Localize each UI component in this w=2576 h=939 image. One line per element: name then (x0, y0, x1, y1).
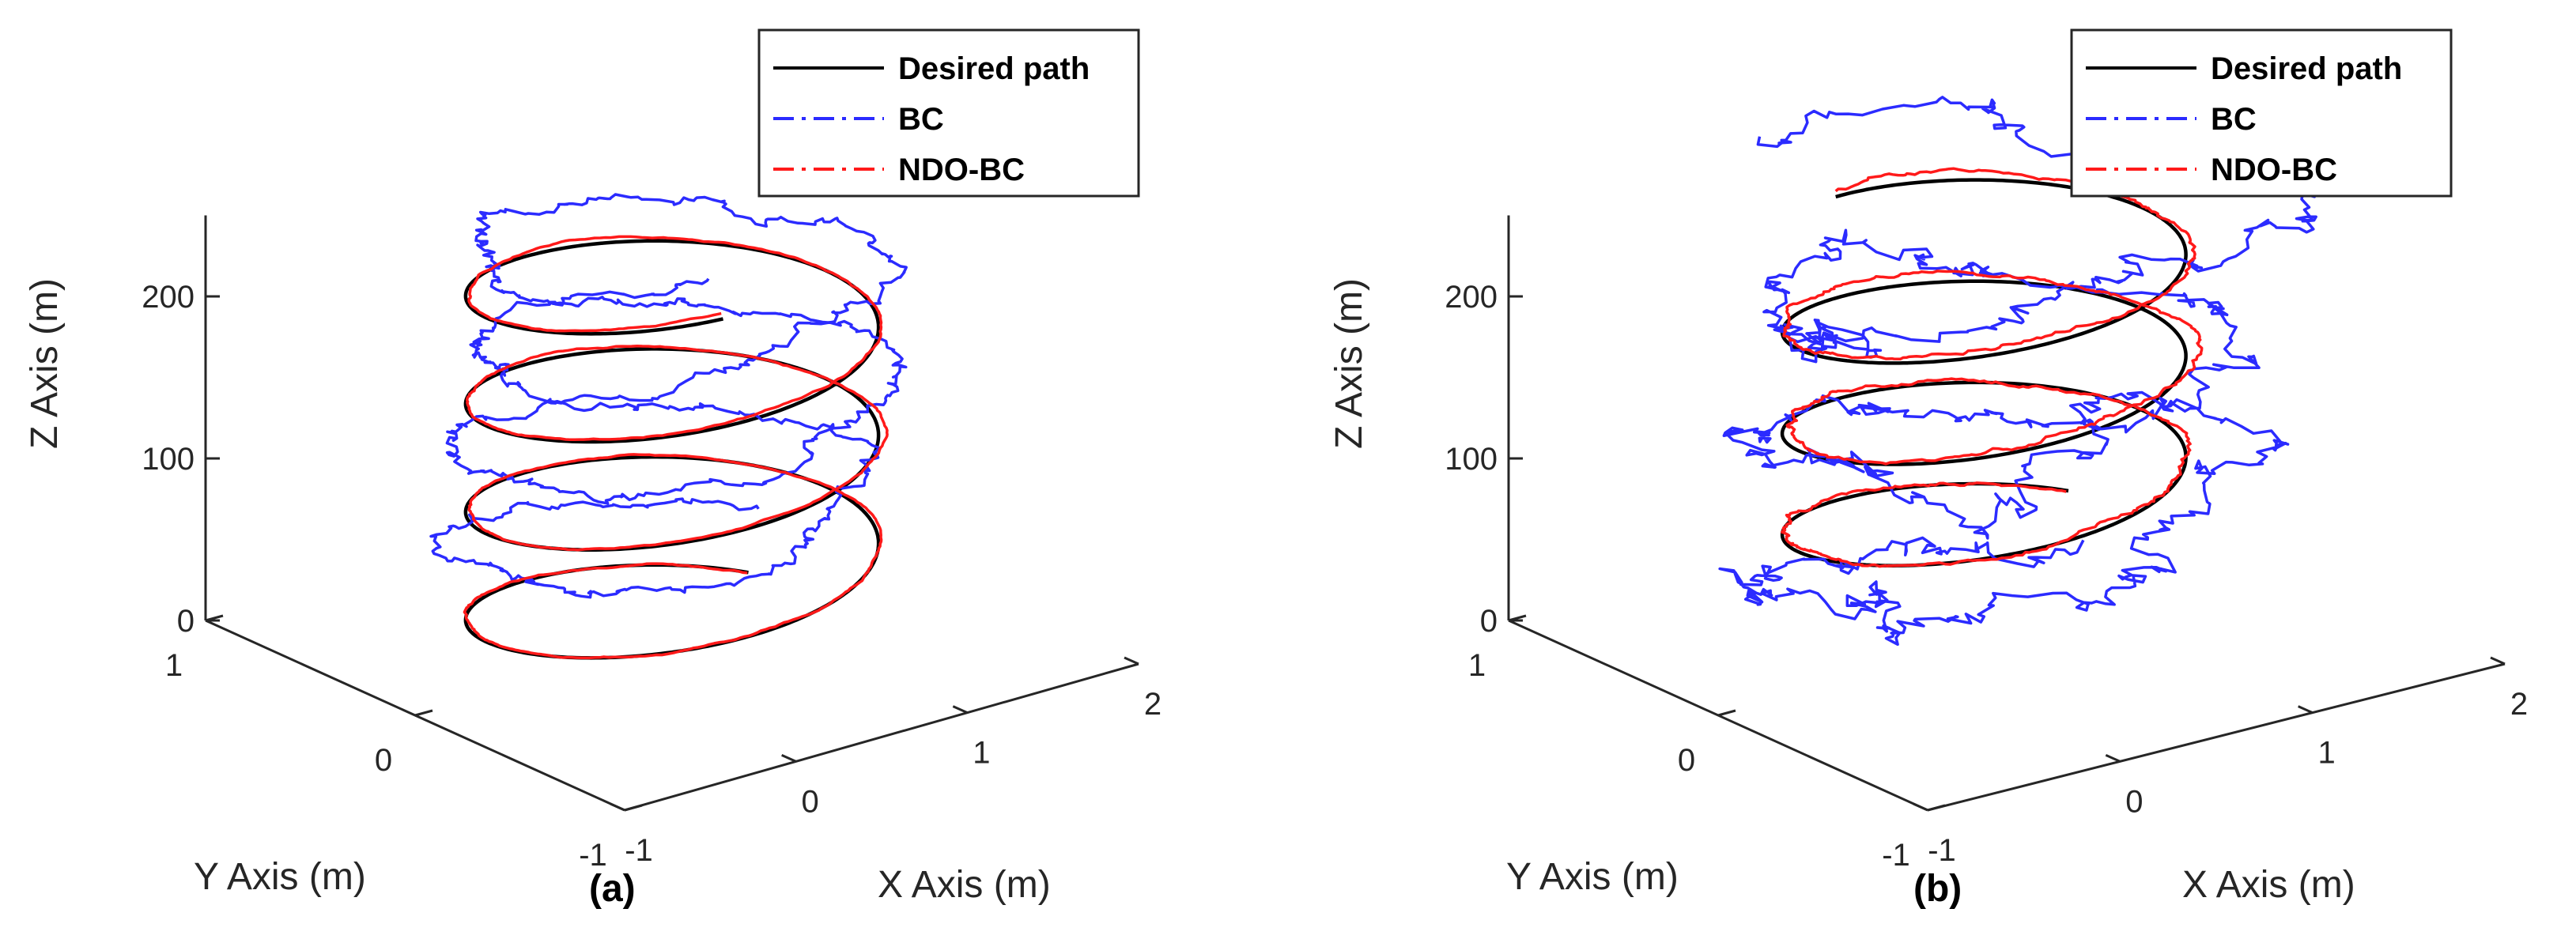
z-tick-label: 200 (142, 280, 195, 315)
x-tick-label: 2 (1144, 687, 1161, 722)
y-tick-label: 0 (1678, 743, 1695, 778)
y-tick-mark (1927, 804, 1946, 812)
series-layer (1718, 96, 2317, 647)
x-axis-line (1927, 662, 2506, 812)
z-axis-label: Z Axis (m) (1328, 278, 1370, 449)
x-tick-label: 1 (2318, 736, 2336, 771)
x-tick-mark (610, 802, 625, 812)
legend-label-ndo-bc: NDO-BC (2211, 153, 2337, 187)
panel-b: -1 0 1 2 -1 0 1 0 100 200 Z Axis (m) Y Axis (m) X… (1328, 28, 2528, 910)
x-tick-label: 0 (802, 784, 819, 819)
series-layer (429, 193, 908, 660)
x-tick-label: 2 (2510, 687, 2528, 722)
x-tick-label: -1 (625, 833, 653, 868)
x-axis-line (624, 662, 1139, 812)
z-axis-label: Z Axis (m) (24, 278, 66, 449)
legend-label-desired-path: Desired path (898, 51, 1090, 86)
y-tick-label: -1 (579, 838, 607, 873)
x-axis-label: X Axis (m) (2182, 864, 2355, 906)
legend-label-desired-path: Desired path (2211, 51, 2402, 86)
legend: Desired path BC NDO-BC (2070, 28, 2453, 198)
z-tick-label: 200 (1445, 280, 1498, 315)
z-tick-label: 0 (177, 604, 195, 639)
x-tick-mark (2105, 753, 2121, 763)
legend-label-ndo-bc: NDO-BC (898, 153, 1025, 187)
panel-label: (b) (1913, 868, 1962, 910)
panel-label: (a) (589, 868, 636, 910)
legend: Desired path BC NDO-BC (757, 28, 1140, 198)
x-tick-mark (781, 753, 797, 763)
legend-label-bc: BC (898, 102, 944, 137)
x-tick-label: -1 (1928, 833, 1956, 868)
x-tick-mark (2490, 656, 2506, 666)
x-axis-label: X Axis (m) (878, 864, 1051, 906)
x-tick-mark (1124, 656, 1139, 666)
y-tick-mark (1717, 709, 1736, 717)
y-axis-label: Y Axis (m) (194, 856, 366, 898)
x-tick-mark (952, 705, 968, 715)
z-tick-label: 100 (142, 442, 195, 477)
axes-3d: -1 0 1 2 -1 0 1 0 100 200 (142, 215, 1161, 873)
y-tick-label: 1 (165, 648, 183, 683)
y-axis-label: Y Axis (m) (1506, 856, 1679, 898)
z-tick-label: 100 (1445, 442, 1498, 477)
x-tick-mark (2298, 705, 2313, 715)
x-tick-label: 1 (973, 736, 990, 771)
y-tick-mark (414, 709, 433, 717)
y-tick-label: 1 (1468, 648, 1486, 683)
series-line-ndo-bc (1781, 167, 2204, 568)
x-tick-label: 0 (2125, 784, 2143, 819)
y-tick-mark (624, 804, 643, 812)
y-tick-label: -1 (1882, 838, 1910, 873)
series-line-ndo-bc (463, 235, 889, 660)
panel-a: -1 0 1 2 -1 0 1 0 100 200 Z Axis (m) Y Axis (m) X… (24, 28, 1161, 910)
x-tick-mark (1913, 802, 1928, 812)
series-line-bc (429, 193, 908, 599)
legend-label-bc: BC (2211, 102, 2257, 137)
y-tick-label: 0 (375, 743, 392, 778)
axes-3d: -1 0 1 2 -1 0 1 0 100 200 (1445, 215, 2528, 873)
series-line-bc (1718, 96, 2317, 647)
z-tick-label: 0 (1480, 604, 1498, 639)
